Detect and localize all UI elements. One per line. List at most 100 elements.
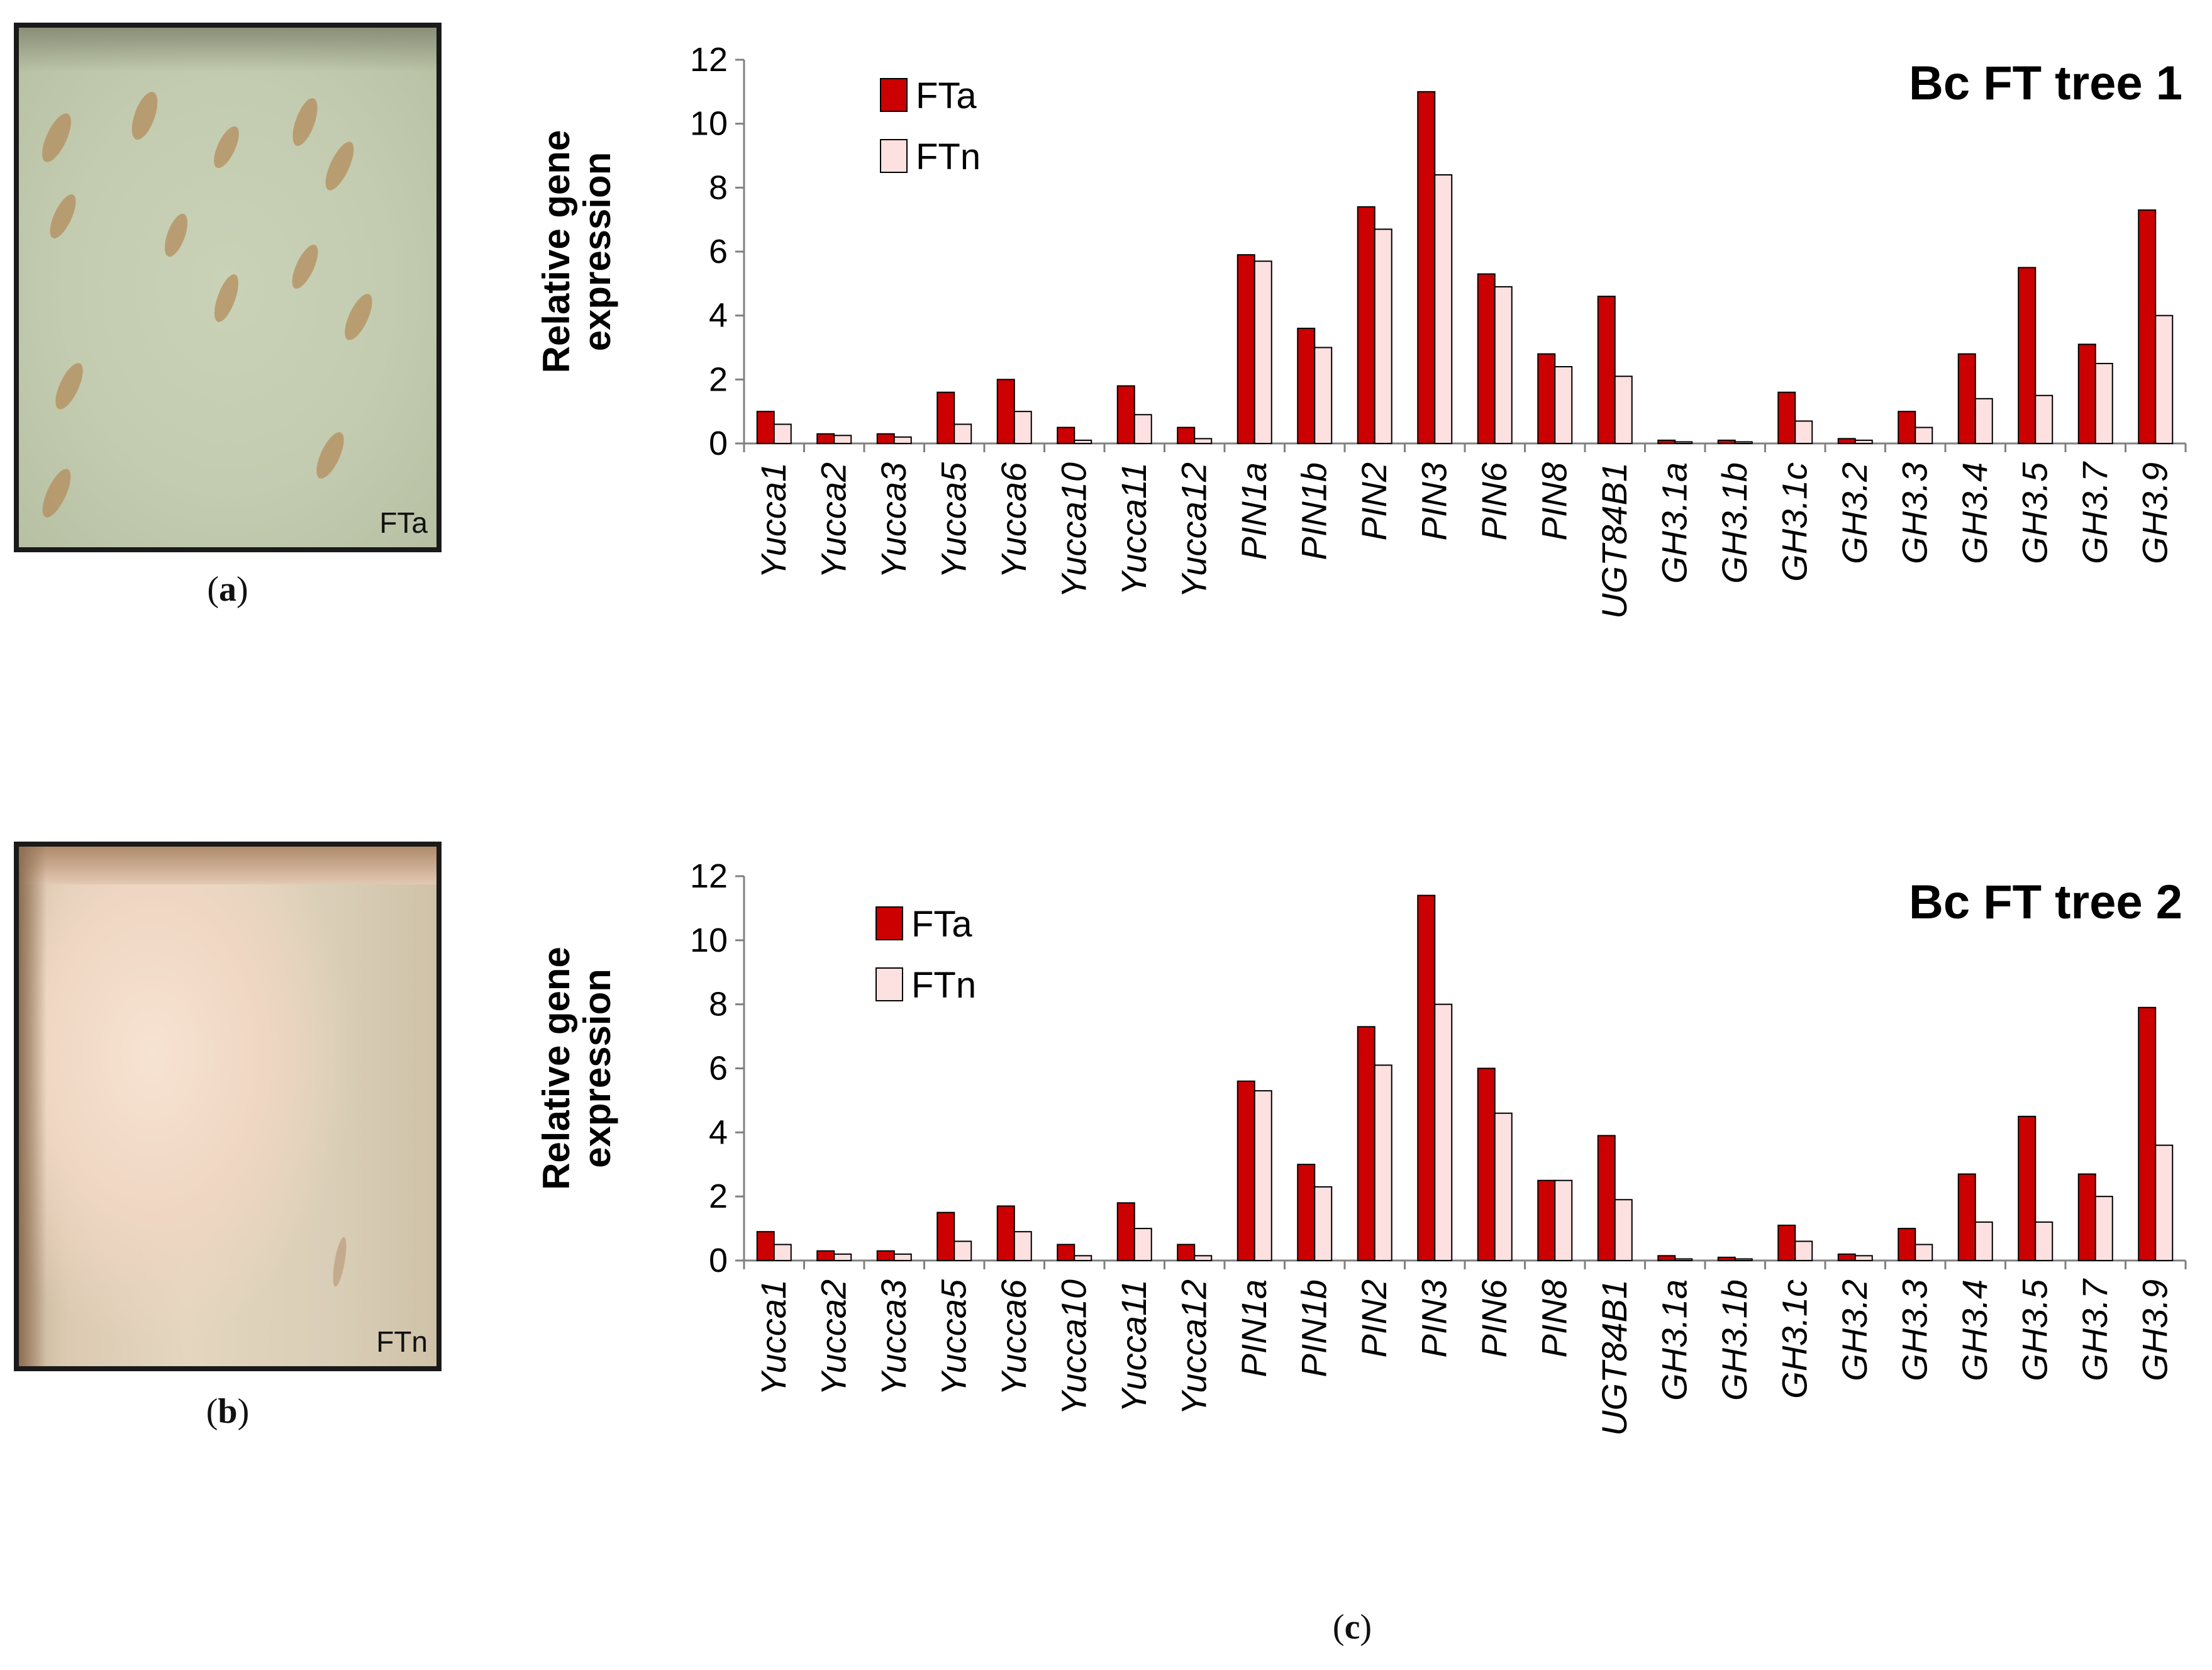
- bar-fta-yucca3: [876, 433, 895, 444]
- bar-ftn-pin1a: [1253, 1090, 1272, 1262]
- x-category-label: GH3.4: [1955, 1279, 1994, 1381]
- y-tick-label: 8: [709, 169, 728, 206]
- y-tick-label: 8: [709, 986, 728, 1023]
- bar-fta-gh3-7: [2077, 343, 2096, 445]
- bar-ftn-pin6: [1494, 286, 1513, 444]
- photo-fta: FTa: [14, 23, 442, 552]
- x-category-label: PIN8: [1534, 462, 1574, 541]
- y-axis-title: expression: [576, 152, 618, 352]
- x-category-label: GH3.5: [2015, 1279, 2054, 1381]
- legend-swatch-ftn: [880, 139, 908, 173]
- bar-fta-gh3-1a: [1657, 1255, 1676, 1262]
- x-category-label: PIN6: [1474, 1279, 1514, 1357]
- bar-ftn-pin3: [1434, 174, 1453, 444]
- bar-fta-gh3-1c: [1777, 1224, 1796, 1262]
- x-category-label: Yucca3: [874, 1279, 913, 1396]
- bar-fta-pin1b: [1297, 328, 1316, 444]
- bar-fta-pin6: [1477, 1067, 1496, 1261]
- bar-ftn-gh3-1c: [1794, 1240, 1813, 1261]
- bar-fta-gh3-2: [1837, 1253, 1856, 1261]
- bar-ftn-yucca1: [773, 423, 792, 444]
- y-tick-label: 6: [709, 1050, 728, 1088]
- bar-fta-yucca3: [876, 1250, 895, 1261]
- y-tick-label: 12: [690, 857, 728, 895]
- bar-ftn-yucca2: [833, 435, 852, 445]
- y-tick-label: 6: [709, 233, 728, 270]
- x-category-label: PIN1b: [1294, 462, 1333, 560]
- bar-fta-yucca1: [756, 411, 775, 445]
- x-category-label: Yucca1: [753, 462, 793, 579]
- x-category-label: PIN3: [1414, 462, 1453, 541]
- photo-ftn: FTn: [14, 842, 442, 1371]
- x-category-label: Yucca12: [1174, 1279, 1213, 1415]
- x-category-label: GH3.1c: [1774, 462, 1814, 582]
- bar-fta-pin3: [1417, 894, 1436, 1262]
- bar-fta-ugt84b1: [1597, 296, 1616, 444]
- bar-fta-gh3-9: [2138, 209, 2157, 444]
- bar-fta-yucca12: [1177, 1244, 1196, 1261]
- y-tick-label: 0: [709, 1242, 728, 1279]
- bar-fta-pin2: [1357, 1026, 1376, 1262]
- bar-fta-gh3-1a: [1657, 439, 1676, 445]
- legend-label-fta: FTa: [916, 75, 977, 116]
- bar-ftn-pin6: [1494, 1112, 1513, 1261]
- y-axis-title: expression: [576, 969, 618, 1168]
- x-category-label: Yucca5: [933, 1279, 973, 1396]
- x-category-label: PIN2: [1354, 462, 1394, 541]
- x-category-label: Yucca2: [813, 1279, 853, 1396]
- bar-fta-gh3-9: [2138, 1006, 2157, 1261]
- y-tick-label: 0: [709, 425, 728, 462]
- x-category-label: GH3.1b: [1715, 462, 1754, 584]
- y-tick-label: 4: [709, 297, 728, 335]
- bar-ftn-ugt84b1: [1614, 1199, 1633, 1261]
- y-tick-label: 12: [690, 41, 728, 79]
- bar-fta-pin1b: [1297, 1164, 1316, 1261]
- bar-fta-yucca5: [936, 391, 955, 445]
- bar-ftn-gh3-7: [2094, 362, 2113, 445]
- x-category-label: UGT84B1: [1594, 1279, 1634, 1436]
- x-category-label: Yucca10: [1053, 462, 1093, 598]
- x-category-label: PIN3: [1414, 1279, 1453, 1358]
- x-category-label: GH3.3: [1894, 462, 1934, 564]
- bar-fta-gh3-2: [1837, 438, 1856, 444]
- bar-ftn-yucca12: [1194, 438, 1213, 444]
- x-category-label: GH3.1c: [1774, 1279, 1814, 1399]
- photo-bark-edge: [19, 28, 436, 72]
- chart-title: Bc FT tree 1: [1909, 57, 2182, 110]
- bar-fta-pin2: [1357, 206, 1376, 444]
- x-category-label: PIN1b: [1294, 1279, 1333, 1378]
- legend-label-ftn: FTn: [916, 136, 981, 177]
- bar-ftn-gh3-2: [1854, 439, 1873, 445]
- y-tick-label: 2: [709, 360, 728, 398]
- bar-ftn-yucca1: [773, 1244, 792, 1261]
- lesion-marks-icon: [42, 92, 372, 518]
- bar-fta-pin8: [1537, 353, 1556, 445]
- wood-grain-icon: [333, 1237, 347, 1287]
- bar-fta-yucca2: [816, 1250, 835, 1261]
- bar-fta-yucca6: [996, 379, 1015, 444]
- legend-swatch-fta: [875, 906, 903, 940]
- bar-ftn-gh3-5: [2035, 1221, 2054, 1262]
- bar-ftn-yucca6: [1013, 411, 1032, 445]
- bar-ftn-yucca6: [1013, 1231, 1032, 1262]
- x-category-label: GH3.3: [1894, 1279, 1934, 1381]
- panel-label-b: (b): [206, 1392, 250, 1431]
- x-category-label: PIN1a: [1234, 1279, 1274, 1378]
- y-axis-title: Relative gene: [535, 947, 577, 1190]
- x-category-label: PIN6: [1474, 462, 1514, 540]
- bar-ftn-gh3-1c: [1794, 420, 1813, 445]
- x-category-label: Yucca11: [1114, 1279, 1153, 1413]
- bar-ftn-pin1b: [1314, 1186, 1333, 1262]
- x-category-label: PIN1a: [1234, 462, 1274, 560]
- y-tick-label: 10: [690, 921, 728, 959]
- bar-ftn-yucca11: [1133, 414, 1152, 444]
- bar-fta-yucca5: [936, 1211, 955, 1261]
- bar-ftn-pin3: [1434, 1003, 1453, 1261]
- x-category-label: Yucca11: [1114, 462, 1153, 596]
- bar-ftn-gh3-1a: [1674, 1258, 1693, 1262]
- bar-fta-yucca11: [1116, 385, 1135, 444]
- y-tick-label: 2: [709, 1177, 728, 1215]
- bar-fta-yucca2: [816, 433, 835, 444]
- bar-fta-yucca6: [996, 1205, 1015, 1261]
